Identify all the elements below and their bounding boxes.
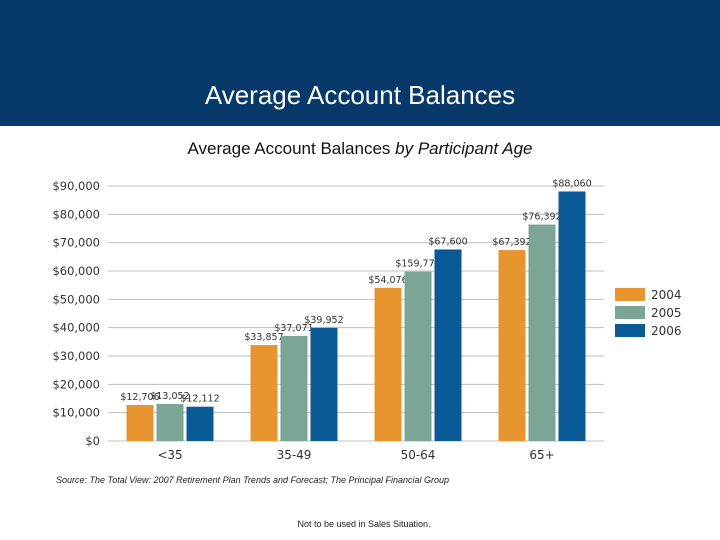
data-label: $67,392	[492, 237, 531, 248]
y-tick-label: $10,000	[52, 406, 100, 420]
legend-swatch-2005	[615, 306, 645, 319]
bar-2006-1	[186, 406, 214, 441]
subtitle-plain: Average Account Balances	[187, 139, 391, 158]
data-label: $54,076	[368, 275, 407, 286]
bar-2004-2	[250, 345, 278, 441]
bar-2006-4	[558, 191, 586, 441]
data-label: $12,112	[180, 394, 219, 405]
y-tick-label: $90,000	[52, 179, 100, 193]
bar-2005-4	[528, 224, 556, 441]
footer-disclaimer: Not to be used in Sales Situation.	[297, 519, 431, 529]
y-tick-label: $30,000	[52, 349, 100, 363]
y-tick-label: $80,000	[52, 207, 100, 221]
data-label: $13,052	[150, 391, 189, 402]
legend-swatch-2006	[615, 324, 645, 337]
bar-2004-4	[498, 250, 526, 441]
bar-2005-2	[280, 335, 308, 441]
x-tick-label: 50-64	[401, 448, 436, 462]
x-tick-label: <35	[157, 448, 182, 462]
y-tick-label: $40,000	[52, 321, 100, 335]
legend-label: 2006	[651, 324, 682, 338]
subtitle-italic: by Participant Age	[395, 139, 533, 158]
legend-swatch-2004	[615, 288, 645, 301]
bar-chart: $0 $10,000 $20,000 $30,000 $40,000 $50,000 $60…	[52, 178, 682, 462]
bar-2005-1	[156, 404, 184, 441]
data-label: $76,392	[522, 212, 561, 223]
y-tick-label: $60,000	[52, 264, 100, 278]
data-label: $88,060	[552, 178, 591, 189]
header-banner: Average Account Balances	[0, 0, 720, 126]
data-label: $39,952	[304, 315, 343, 326]
y-tick-label: $70,000	[52, 236, 100, 250]
bar-2006-3	[434, 249, 462, 441]
bar-2004-3	[374, 287, 402, 441]
bar-2005-3	[404, 271, 432, 441]
y-tick-label: $50,000	[52, 292, 100, 306]
y-tick-label: $20,000	[52, 377, 100, 391]
bar-2004-1	[126, 404, 154, 441]
y-tick-label: $0	[85, 434, 100, 448]
legend-label: 2004	[651, 288, 682, 302]
x-tick-label: 35-49	[277, 448, 312, 462]
data-label: $37,071	[274, 323, 313, 334]
legend-label: 2005	[651, 306, 682, 320]
x-tick-label: 65+	[529, 448, 554, 462]
data-label: $12,706	[120, 392, 159, 403]
data-label: $33,857	[244, 332, 283, 343]
data-label: $67,600	[428, 236, 467, 247]
chart-subtitle: Average Account Balances by Participant …	[0, 139, 720, 159]
data-label: $159,779	[395, 259, 440, 270]
source-note: Source: The Total View: 2007 Retirement …	[56, 475, 450, 485]
bar-2006-2	[310, 327, 338, 441]
page-title: Average Account Balances	[204, 80, 516, 110]
